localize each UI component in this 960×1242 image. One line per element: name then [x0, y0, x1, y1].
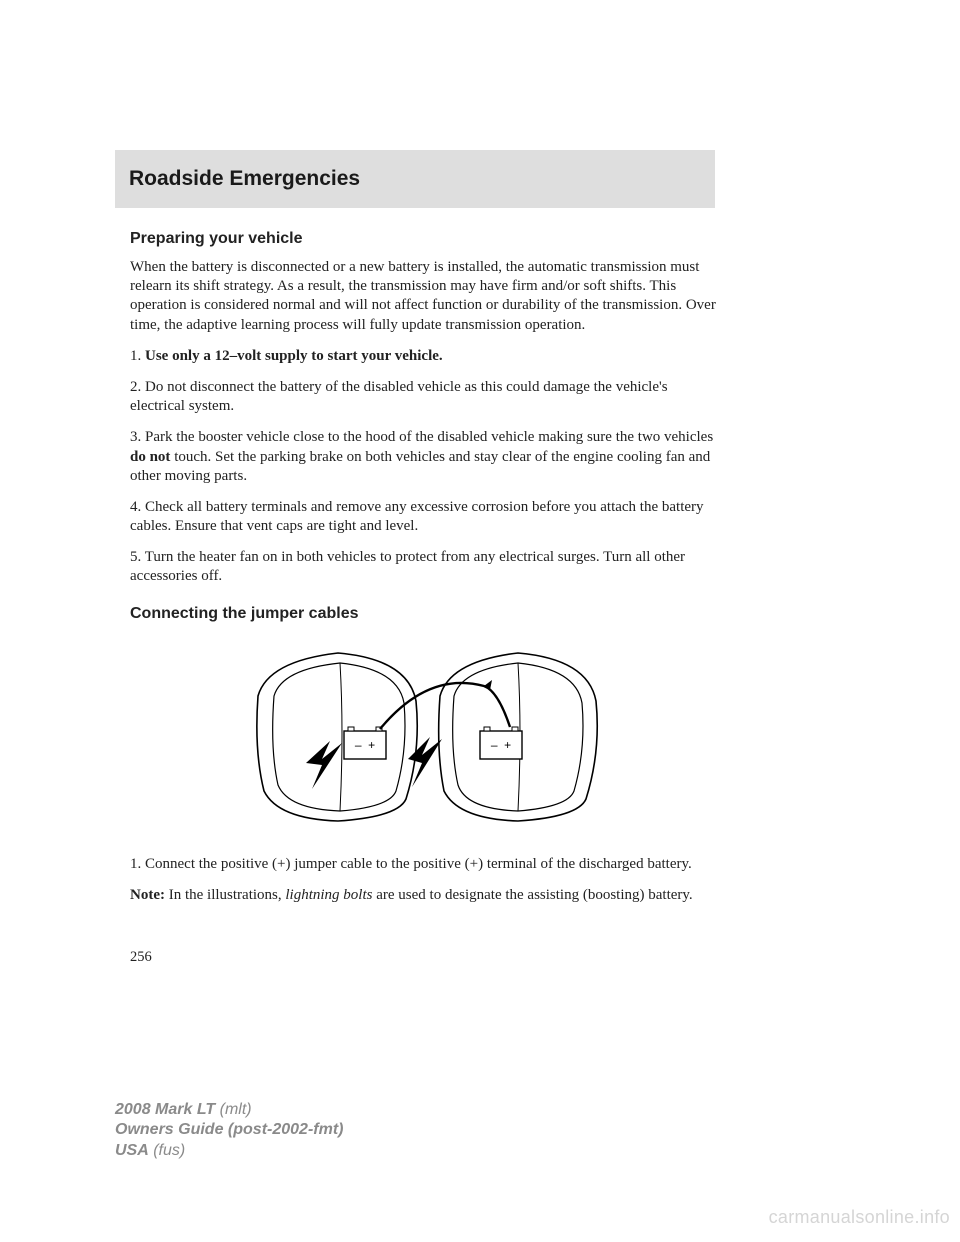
- note-italic: lightning bolts: [285, 887, 372, 903]
- note-label: Note:: [130, 887, 165, 903]
- connect-step-1: 1. Connect the positive (+) jumper cable…: [130, 855, 725, 874]
- content-area: Preparing your vehicle When the battery …: [130, 230, 725, 966]
- step-1-bold: Use only a 12–volt supply to start your …: [145, 348, 443, 364]
- battery-label-left: – +: [354, 738, 374, 752]
- footer-region-code: (fus): [149, 1142, 185, 1159]
- section-heading-preparing: Preparing your vehicle: [130, 230, 725, 248]
- footer-model-code: (mlt): [215, 1101, 251, 1118]
- footer-line-1: 2008 Mark LT (mlt): [115, 1100, 343, 1121]
- footer-region: USA: [115, 1142, 149, 1159]
- step-2: 2. Do not disconnect the battery of the …: [130, 378, 725, 416]
- footer: 2008 Mark LT (mlt) Owners Guide (post-20…: [115, 1100, 343, 1162]
- step-3b: touch. Set the parking brake on both veh…: [130, 449, 710, 484]
- jumper-cable-diagram: – + – +: [130, 641, 725, 831]
- watermark: carmanualsonline.info: [769, 1207, 950, 1228]
- footer-line-3: USA (fus): [115, 1141, 343, 1162]
- footer-line-2: Owners Guide (post-2002-fmt): [115, 1120, 343, 1141]
- step-3a: 3. Park the booster vehicle close to the…: [130, 429, 713, 445]
- chapter-header-band: Roadside Emergencies: [115, 150, 715, 208]
- paragraph: When the battery is disconnected or a ne…: [130, 258, 725, 335]
- chapter-title: Roadside Emergencies: [129, 167, 360, 191]
- footer-model: 2008 Mark LT: [115, 1101, 215, 1118]
- step-4: 4. Check all battery terminals and remov…: [130, 498, 725, 536]
- jumper-cable-svg: – + – +: [248, 641, 608, 831]
- step-3: 3. Park the booster vehicle close to the…: [130, 428, 725, 486]
- note-a: In the illustrations,: [165, 887, 285, 903]
- step-5: 5. Turn the heater fan on in both vehicl…: [130, 548, 725, 586]
- page-number: 256: [130, 949, 725, 966]
- step-1: 1. Use only a 12–volt supply to start yo…: [130, 347, 725, 366]
- step-3-bold: do not: [130, 449, 170, 465]
- note-b: are used to designate the assisting (boo…: [372, 887, 692, 903]
- section-heading-connecting: Connecting the jumper cables: [130, 605, 725, 623]
- page: Roadside Emergencies Preparing your vehi…: [0, 0, 960, 1242]
- note-paragraph: Note: In the illustrations, lightning bo…: [130, 886, 725, 905]
- battery-label-right: – +: [490, 738, 510, 752]
- footer-guide: Owners Guide (post-2002-fmt): [115, 1121, 343, 1138]
- step-prefix: 1.: [130, 348, 145, 364]
